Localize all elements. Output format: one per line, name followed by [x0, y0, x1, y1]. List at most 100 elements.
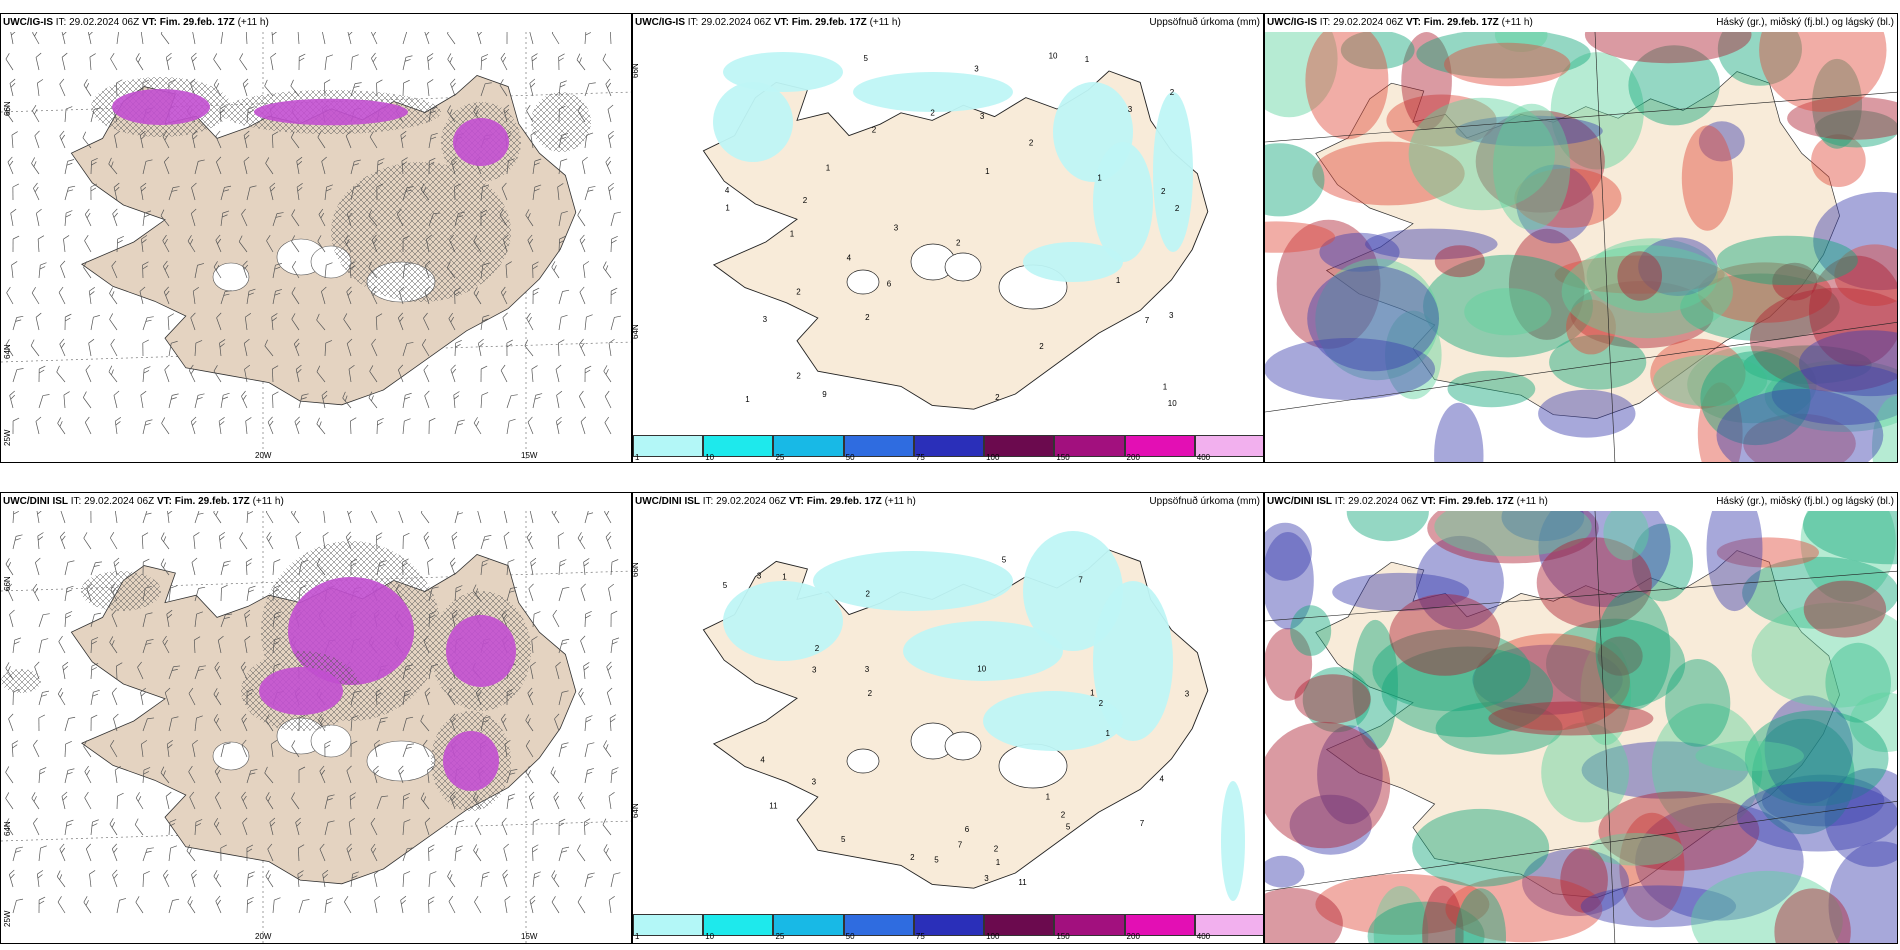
- cloud-layer: [1346, 511, 1429, 542]
- cloud-layer: [1550, 52, 1644, 170]
- wind-barb: [89, 53, 96, 71]
- wind-barb: [213, 714, 222, 732]
- wind-barb: [142, 366, 151, 383]
- wind-barb: [246, 844, 254, 862]
- wind-barb: [163, 869, 170, 888]
- wind-barb: [346, 338, 353, 357]
- wind-barb: [83, 532, 92, 550]
- cloud-layer: [1814, 110, 1897, 148]
- colorbar-swatch: [843, 914, 914, 936]
- graticule-line: [1265, 321, 1897, 413]
- wind-barb: [269, 817, 276, 836]
- wind-barb: [165, 52, 172, 71]
- precip-value: 3: [1128, 105, 1133, 114]
- panel-title: Háský (gr.), miðský (fj.bl.) og lágský (…: [1716, 496, 1894, 507]
- wind-barb: [109, 313, 118, 331]
- wind-barb: [37, 235, 45, 253]
- wind-barb: [558, 339, 565, 357]
- precip-value: 10: [977, 665, 986, 674]
- wind-barb: [84, 765, 92, 784]
- wind-barb: [291, 740, 300, 758]
- precip-value: 11: [769, 802, 778, 811]
- wind-barb: [428, 896, 435, 914]
- wind-barb: [480, 365, 488, 383]
- wind-barb: [454, 511, 464, 524]
- wind-barb: [264, 339, 274, 357]
- wind-barb: [350, 54, 359, 71]
- wind-barb: [555, 364, 562, 383]
- cloud-layer: [1312, 141, 1465, 206]
- colorbar-swatch: [1054, 435, 1125, 457]
- wind-barb: [558, 289, 570, 305]
- wind-barb: [90, 689, 100, 706]
- wind-barb: [64, 768, 75, 784]
- precip-value: 4: [725, 186, 730, 195]
- wind-barb: [166, 740, 173, 758]
- wind-barb: [346, 765, 352, 784]
- wind-barb: [556, 390, 563, 409]
- wind-barb: [114, 417, 122, 435]
- colorbar-label: 100: [986, 932, 1000, 941]
- wind-barb: [528, 583, 534, 602]
- cloud-layer: [1560, 847, 1608, 913]
- wind-barb: [324, 54, 333, 71]
- wind-barb: [194, 611, 203, 628]
- colorbar-label: 1: [635, 453, 640, 462]
- wind-barb: [584, 32, 591, 45]
- wind-barb: [140, 182, 147, 201]
- wind-barb: [398, 765, 404, 784]
- wind-barb: [576, 53, 586, 71]
- precip-value: 1: [826, 163, 831, 172]
- wind-barb: [398, 364, 404, 383]
- wind-barb: [59, 843, 66, 862]
- wind-barb: [324, 794, 335, 810]
- lon-label: 25W: [3, 910, 12, 927]
- wind-barb: [242, 78, 249, 97]
- precip-value: 2: [803, 196, 808, 205]
- precip-value: 2: [930, 109, 935, 118]
- wind-barb: [346, 843, 353, 862]
- wind-barb: [244, 609, 251, 628]
- wind-barb: [402, 716, 414, 732]
- wind-barb: [344, 895, 352, 914]
- wind-barb: [603, 844, 612, 862]
- wind-barb: [370, 817, 378, 836]
- wind-barb: [318, 208, 326, 227]
- wind-barb: [291, 235, 300, 253]
- wind-barb: [558, 742, 569, 758]
- wind-barb: [346, 286, 353, 305]
- wind-barb: [213, 365, 222, 383]
- wind-barb: [267, 843, 274, 862]
- precip-value: 2: [796, 288, 801, 297]
- wind-barb: [239, 532, 248, 550]
- wind-barb: [90, 183, 98, 201]
- wind-barb: [31, 287, 40, 305]
- lat-label: 66N: [632, 562, 640, 577]
- precip-value: 2: [1039, 342, 1044, 351]
- precip-value: 7: [1078, 576, 1083, 585]
- wind-barb: [116, 236, 124, 253]
- wind-barb: [160, 766, 170, 784]
- wind-barb: [165, 791, 172, 810]
- wind-barb: [298, 766, 306, 784]
- wind-barb: [271, 365, 279, 383]
- wind-barb: [245, 32, 248, 45]
- wind-barb: [168, 898, 180, 914]
- wind-barb: [525, 209, 534, 227]
- precip-value: 3: [757, 572, 762, 581]
- precip-value: 1: [996, 858, 1001, 867]
- wind-barb: [142, 511, 152, 524]
- cloud-layer: [1494, 32, 1548, 52]
- precip-area: [713, 82, 793, 162]
- wind-barb: [503, 531, 510, 550]
- cloud-layer: [1825, 642, 1891, 723]
- wind-barb: [272, 289, 283, 305]
- precip-value: 1: [745, 395, 750, 404]
- cloud-layer: [1305, 32, 1389, 140]
- wind-barb: [90, 612, 102, 628]
- wind-barb: [135, 792, 144, 810]
- wind-barb: [506, 418, 516, 435]
- wind-barb: [577, 844, 586, 862]
- wind-barb: [296, 183, 303, 201]
